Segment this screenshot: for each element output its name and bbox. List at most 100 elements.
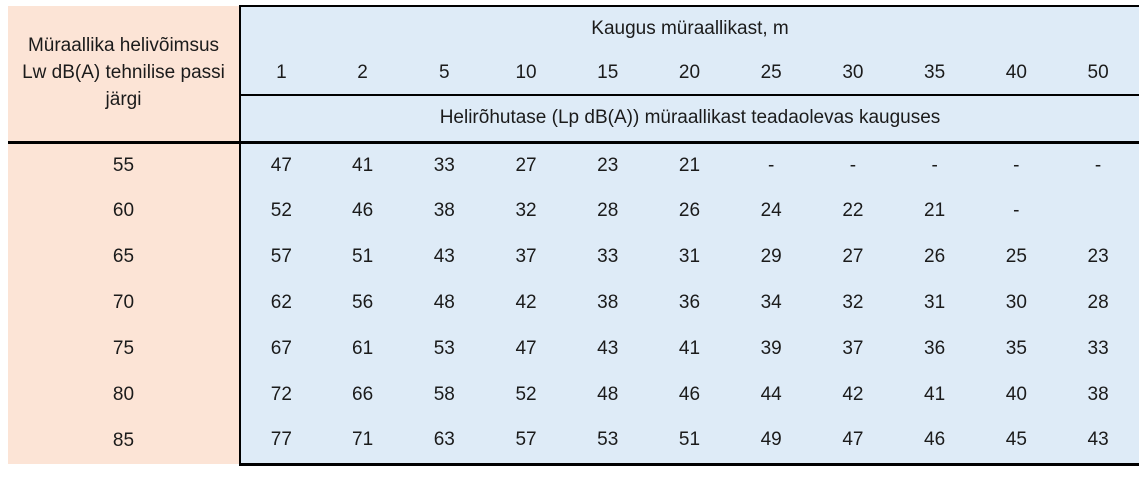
distance-column-35: 35 [893,51,976,96]
table-cell: 63 [403,418,486,466]
table-cell: 61 [321,326,404,372]
row-lw-value: 80 [8,372,241,418]
table-cell: 39 [730,326,813,372]
row-header-title: Müraallika helivõimsus Lw dB(A) tehnilis… [8,6,241,144]
table-cell: - [975,188,1058,234]
table-cell: 36 [893,326,976,372]
table-cell: 51 [321,234,404,280]
table-cell: 27 [485,142,567,188]
row-lw-value: 85 [8,418,241,464]
table-cell: - [893,142,976,188]
table-row: 75 67 61 53 47 43 41 39 37 36 35 33 [8,326,1139,372]
table-cell: 53 [566,418,649,466]
table-cell: 41 [893,372,976,418]
table-header: Müraallika helivõimsus Lw dB(A) tehnilis… [8,5,1139,144]
distance-column-1: 1 [240,51,322,96]
table-cell: 31 [893,280,976,326]
table-cell: 38 [403,188,486,234]
table-cell: 62 [240,280,322,326]
table-cell: 53 [403,326,486,372]
distance-header: Kaugus müraallikast, m [240,5,1139,51]
table-cell: 57 [485,418,567,466]
distance-column-15: 15 [566,51,649,96]
table-cell: 21 [893,188,976,234]
distance-title-row: Müraallika helivõimsus Lw dB(A) tehnilis… [8,5,1139,144]
table-cell: 26 [893,234,976,280]
table-row: 55 47 41 33 27 23 21- - - - - [8,142,1139,188]
table-cell: 38 [1057,372,1139,418]
table-cell: 22 [812,188,894,234]
table-cell: 41 [648,326,731,372]
distance-column-10: 10 [485,51,567,96]
distance-column-20: 20 [648,51,731,96]
table-cell: - [975,142,1058,188]
table-cell: 46 [648,372,731,418]
table-cell: 30 [975,280,1058,326]
table-cell: 43 [1057,418,1139,466]
distance-column-50: 50 [1057,51,1139,96]
table-cell: 43 [566,326,649,372]
table-cell: 49 [730,418,813,466]
noise-level-table: Müraallika helivõimsus Lw dB(A) tehnilis… [8,5,1139,466]
row-lw-value: 75 [8,326,241,372]
table-cell: 42 [485,280,567,326]
table-cell: 37 [485,234,567,280]
table-cell: 32 [812,280,894,326]
table-row: 65 57 51 43 37 33 31 29 27 26 25 23 [8,234,1139,280]
table-cell: 33 [1057,326,1139,372]
table-cell: 35 [975,326,1058,372]
table-cell: 47 [240,142,322,188]
table-cell: 72 [240,372,322,418]
row-lw-value: 70 [8,280,241,326]
table-cell: - [730,142,813,188]
table-cell: - [1057,142,1139,188]
table-cell: 33 [403,142,486,188]
distance-column-30: 30 [812,51,894,96]
table-cell: 42 [812,372,894,418]
table-cell: 52 [240,188,322,234]
table-cell: 32 [485,188,567,234]
table-cell: 26 [648,188,731,234]
table-cell: 34 [730,280,813,326]
row-lw-value: 60 [8,188,241,234]
distance-column-2: 2 [321,51,404,96]
table-cell: 46 [893,418,976,466]
table-cell: 48 [403,280,486,326]
subheader: Helirõhutase (Lp dB(A)) müraallikast tea… [240,95,1139,144]
distance-column-40: 40 [975,51,1058,96]
table-cell: 52 [485,372,567,418]
table-cell: 24 [730,188,813,234]
table-cell: 41 [321,142,404,188]
table-cell: 44 [730,372,813,418]
table-row: 60 52 46 38 32 28 26 24 22 21- [8,188,1139,234]
table-cell: 25 [975,234,1058,280]
table-cell: 40 [975,372,1058,418]
table-cell: 31 [648,234,731,280]
distance-columns-row: 1 2 5 10 15 20 25 30 35 40 50 [8,51,1139,96]
table-cell: 27 [812,234,894,280]
table-cell: 38 [566,280,649,326]
table-cell: 37 [812,326,894,372]
table-cell: 47 [485,326,567,372]
table-cell: 23 [566,142,649,188]
table-cell: 67 [240,326,322,372]
table-cell [1057,188,1139,234]
table-row: 85 77 71 63 57 53 51 49 47 46 45 43 [8,418,1139,466]
table-cell: 51 [648,418,731,466]
table-cell: 43 [403,234,486,280]
table-cell: 29 [730,234,813,280]
row-lw-value: 65 [8,234,241,280]
table-cell: 45 [975,418,1058,466]
table-cell: 71 [321,418,404,466]
table-cell: 36 [648,280,731,326]
table-cell: 21 [648,142,731,188]
table-cell: 47 [812,418,894,466]
distance-column-25: 25 [730,51,813,96]
table-row: 80 72 66 58 52 48 46 44 42 41 40 38 [8,372,1139,418]
row-lw-value: 55 [8,142,241,188]
table-cell: 28 [1057,280,1139,326]
subheader-row: Helirõhutase (Lp dB(A)) müraallikast tea… [8,95,1139,144]
table-cell: 28 [566,188,649,234]
table-cell: 57 [240,234,322,280]
